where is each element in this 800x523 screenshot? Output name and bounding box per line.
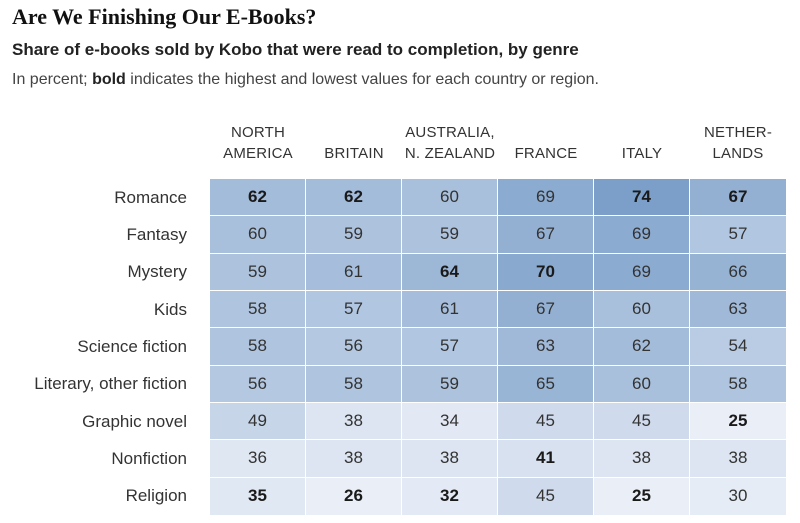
heatmap-cell: 74 bbox=[594, 179, 690, 217]
heatmap-cell: 62 bbox=[210, 179, 306, 217]
note-suffix: indicates the highest and lowest values … bbox=[130, 71, 599, 88]
column-header: NORTH AMERICA bbox=[210, 120, 306, 164]
heatmap-cell: 57 bbox=[306, 290, 402, 329]
heatmap-cell: 66 bbox=[690, 253, 786, 291]
row-label: Nonfiction bbox=[111, 448, 187, 468]
heatmap-cell: 60 bbox=[402, 179, 498, 217]
heatmap-cell: 34 bbox=[402, 402, 498, 441]
heatmap-cell: 67 bbox=[498, 290, 594, 329]
heatmap-cell: 58 bbox=[210, 328, 306, 366]
heatmap-cell: 62 bbox=[594, 328, 690, 366]
row-label: Mystery bbox=[127, 262, 188, 282]
heatmap-cell: 60 bbox=[210, 216, 306, 254]
heatmap-cell: 62 bbox=[306, 179, 402, 217]
heatmap-cell: 38 bbox=[402, 440, 498, 478]
heatmap-cell: 69 bbox=[498, 179, 594, 217]
column-header-line: AUSTRALIA, bbox=[405, 124, 495, 141]
note-bold: bold bbox=[92, 71, 126, 88]
heatmap-cell: 57 bbox=[690, 216, 786, 254]
heatmap-cell: 56 bbox=[210, 365, 306, 403]
column-header-line: BRITAIN bbox=[324, 145, 384, 162]
column-header: FRANCE bbox=[498, 120, 594, 164]
row-label: Literary, other fiction bbox=[34, 374, 187, 394]
heatmap-cell: 63 bbox=[498, 328, 594, 366]
heatmap-cell: 25 bbox=[594, 477, 690, 515]
row-label: Fantasy bbox=[126, 224, 187, 244]
heatmap-cell: 30 bbox=[690, 477, 786, 515]
heatmap-cell: 58 bbox=[210, 290, 306, 329]
heatmap-cell: 25 bbox=[690, 402, 786, 441]
chart-note: In percent; bold indicates the highest a… bbox=[12, 71, 599, 89]
column-header: AUSTRALIA, N. ZEALAND bbox=[402, 120, 498, 164]
heatmap-cell: 59 bbox=[306, 216, 402, 254]
heatmap-cell: 49 bbox=[210, 402, 306, 441]
heatmap-cell: 67 bbox=[690, 179, 786, 217]
heatmap-cell: 58 bbox=[690, 365, 786, 403]
heatmap-cell: 59 bbox=[402, 365, 498, 403]
heatmap-cell: 60 bbox=[594, 290, 690, 329]
heatmap-cell: 38 bbox=[306, 440, 402, 478]
heatmap-cell: 69 bbox=[594, 216, 690, 254]
row-label: Religion bbox=[125, 486, 187, 506]
heatmap-cell: 38 bbox=[306, 402, 402, 441]
heatmap-cell: 38 bbox=[594, 440, 690, 478]
heatmap-cell: 56 bbox=[306, 328, 402, 366]
heatmap-cell: 32 bbox=[402, 477, 498, 515]
chart-subtitle: Share of e-books sold by Kobo that were … bbox=[12, 40, 579, 59]
heatmap-cell: 57 bbox=[402, 328, 498, 366]
heatmap-cell: 26 bbox=[306, 477, 402, 515]
row-label: Romance bbox=[114, 187, 187, 207]
column-header-line: LANDS bbox=[712, 145, 764, 162]
heatmap-cell: 64 bbox=[402, 253, 498, 291]
heatmap-cell: 69 bbox=[594, 253, 690, 291]
heatmap-cell: 67 bbox=[498, 216, 594, 254]
heatmap-cell: 59 bbox=[210, 253, 306, 291]
heatmap-cell: 63 bbox=[690, 290, 786, 329]
heatmap-cell: 45 bbox=[594, 402, 690, 441]
row-label: Kids bbox=[153, 299, 187, 319]
column-header-line: ITALY bbox=[621, 145, 663, 162]
heatmap-cell: 70 bbox=[498, 253, 594, 291]
heatmap-cell: 41 bbox=[498, 440, 594, 478]
heatmap-cell: 36 bbox=[210, 440, 306, 478]
column-header-line: NORTH bbox=[230, 124, 286, 141]
heatmap-cell: 61 bbox=[306, 253, 402, 291]
column-header-line: AMERICA bbox=[223, 145, 293, 162]
column-header-line: NETHER- bbox=[703, 124, 773, 141]
heatmap-cell: 54 bbox=[690, 328, 786, 366]
column-header: BRITAIN bbox=[306, 120, 402, 164]
column-header-line: FRANCE bbox=[514, 145, 578, 162]
column-header-line: N. ZEALAND bbox=[404, 145, 496, 162]
row-label: Graphic novel bbox=[82, 411, 187, 431]
heatmap-grid: 62 62 60 69 74 67 60 59 59 67 69 57 59 61 64 70 69 66 58 57… bbox=[210, 179, 786, 515]
column-header: ITALY bbox=[594, 120, 690, 164]
heatmap-cell: 59 bbox=[402, 216, 498, 254]
heatmap-cell: 35 bbox=[210, 477, 306, 515]
heatmap-cell: 45 bbox=[498, 402, 594, 441]
column-header: NETHER- LANDS bbox=[690, 120, 786, 164]
heatmap-cell: 65 bbox=[498, 365, 594, 403]
row-label: Science fiction bbox=[77, 336, 187, 356]
heatmap-cell: 60 bbox=[594, 365, 690, 403]
heatmap-cell: 38 bbox=[690, 440, 786, 478]
note-prefix: In percent; bbox=[12, 71, 88, 88]
heatmap-cell: 61 bbox=[402, 290, 498, 329]
chart-title: Are We Finishing Our E-Books? bbox=[12, 4, 317, 29]
heatmap-cell: 45 bbox=[498, 477, 594, 515]
heatmap-cell: 58 bbox=[306, 365, 402, 403]
